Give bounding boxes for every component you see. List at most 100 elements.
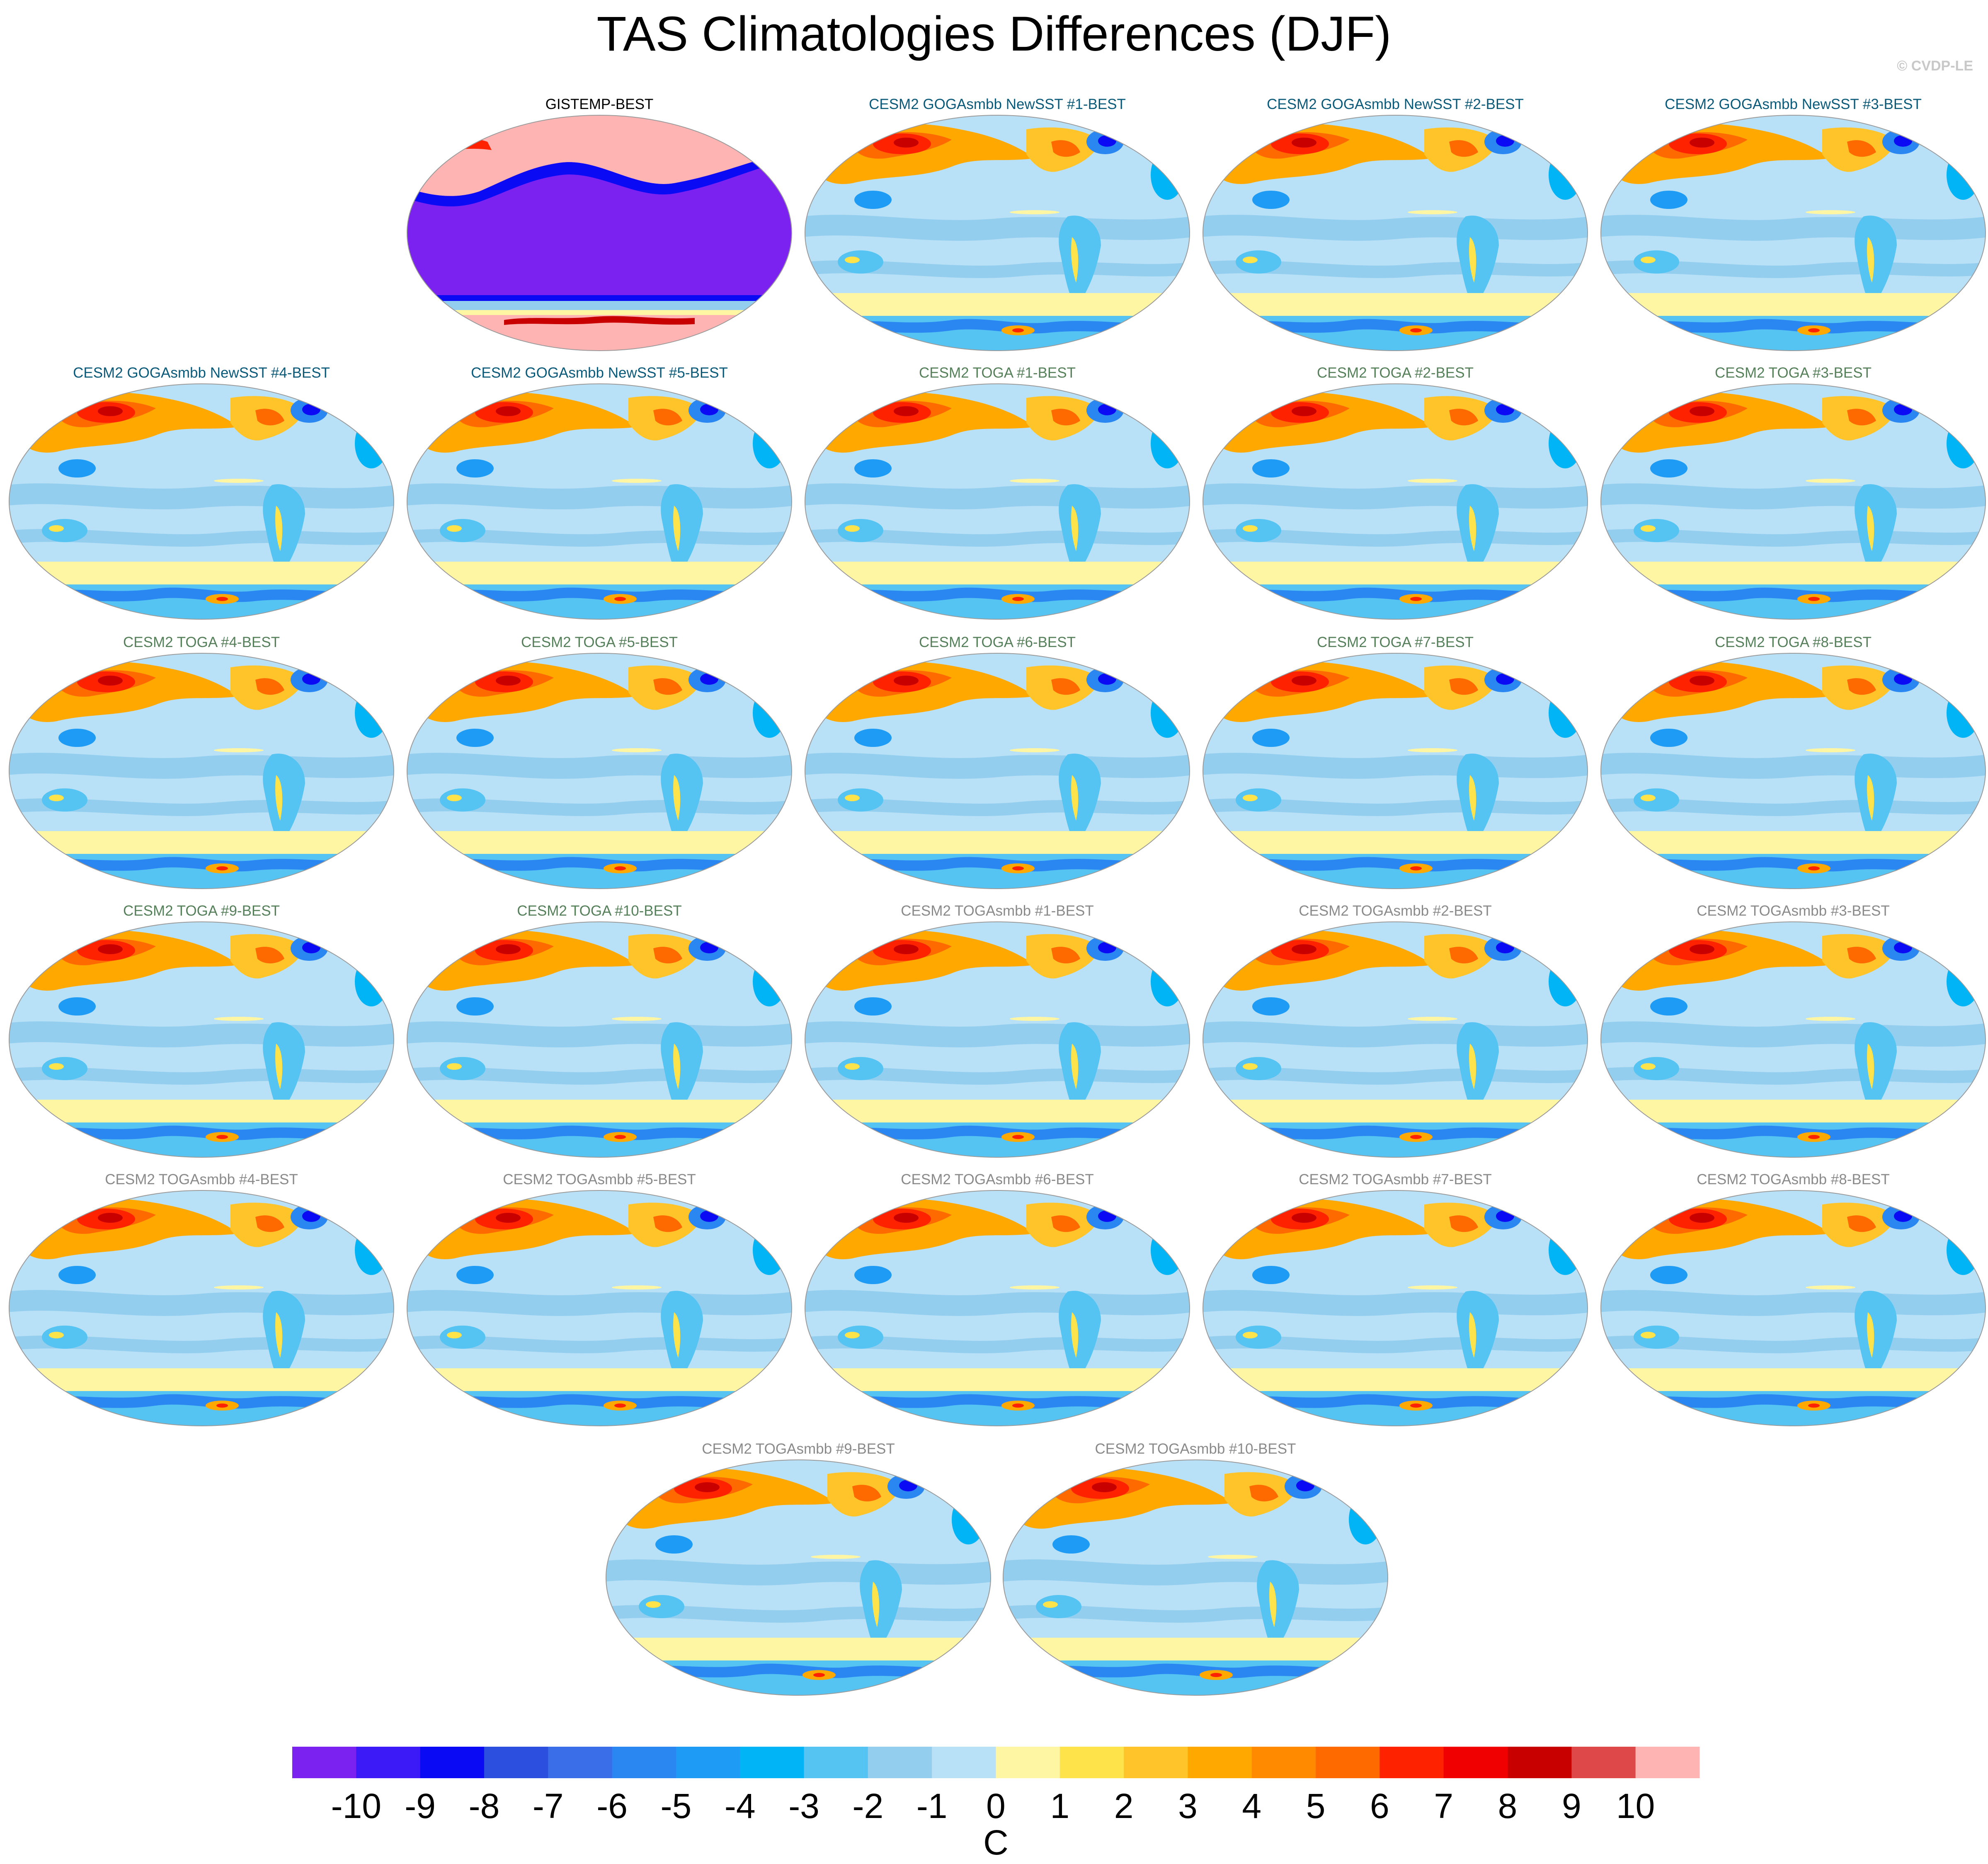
colorbar-tick-label: 9 <box>1562 1786 1581 1825</box>
panel-title: CESM2 GOGAsmbb NewSST #3-BEST <box>1665 96 1922 112</box>
panel-title: CESM2 GOGAsmbb NewSST #2-BEST <box>1267 96 1524 112</box>
panel-title: CESM2 TOGAsmbb #7-BEST <box>1299 1171 1492 1188</box>
map-panel: CESM2 TOGA #5-BEST <box>405 634 794 891</box>
world-map <box>805 653 1190 889</box>
world-map <box>805 383 1190 620</box>
colorbar-tick-label: -4 <box>725 1786 756 1825</box>
colorbar-bin <box>740 1747 805 1778</box>
colorbar-tick-label: 1 <box>1050 1786 1069 1825</box>
colorbar-bin <box>1251 1747 1316 1778</box>
colorbar-bin <box>932 1747 996 1778</box>
world-map <box>1202 383 1588 620</box>
colorbar-label: C <box>983 1823 1009 1862</box>
colorbar-bin <box>292 1747 356 1778</box>
map-panel: CESM2 TOGA #4-BEST <box>7 634 396 891</box>
map-panel: CESM2 GOGAsmbb NewSST #2-BEST <box>1200 96 1590 353</box>
colorbar-tick-label: -10 <box>331 1786 381 1825</box>
world-map <box>9 1190 394 1426</box>
map-panel: CESM2 TOGAsmbb #9-BEST <box>604 1441 993 1698</box>
world-map <box>1600 383 1986 620</box>
colorbar-tick-label: -7 <box>533 1786 564 1825</box>
map-panel: CESM2 TOGA #7-BEST <box>1200 634 1590 891</box>
map-panel: CESM2 TOGA #1-BEST <box>802 365 1192 622</box>
panel-title: CESM2 TOGA #7-BEST <box>1316 634 1474 650</box>
panel-title: CESM2 TOGAsmbb #5-BEST <box>503 1171 696 1188</box>
colorbar-bin <box>1059 1747 1124 1778</box>
world-map <box>1003 1459 1388 1696</box>
colorbar-tick-label: 6 <box>1370 1786 1389 1825</box>
colorbar-bin <box>1379 1747 1444 1778</box>
colorbar-tick-label: 8 <box>1498 1786 1518 1825</box>
colorbar-bin <box>612 1747 676 1778</box>
colorbar-bin <box>356 1747 421 1778</box>
panel-title: CESM2 GOGAsmbb NewSST #4-BEST <box>73 365 330 381</box>
colorbar-tick-label: -6 <box>596 1786 628 1825</box>
colorbar-tick-label: -5 <box>661 1786 692 1825</box>
map-panel: CESM2 GOGAsmbb NewSST #1-BEST <box>802 96 1192 353</box>
colorbar-bin <box>868 1747 932 1778</box>
colorbar-bin <box>804 1747 868 1778</box>
colorbar-bin <box>1316 1747 1380 1778</box>
world-map <box>805 115 1190 351</box>
world-map <box>1600 1190 1986 1426</box>
panel-title: CESM2 TOGA #2-BEST <box>1316 365 1474 381</box>
colorbar-bin <box>484 1747 548 1778</box>
panel-title: CESM2 TOGAsmbb #1-BEST <box>901 903 1094 919</box>
map-panel: CESM2 TOGAsmbb #1-BEST <box>802 903 1192 1160</box>
colorbar-tick-label: 2 <box>1114 1786 1134 1825</box>
colorbar-tick-label: -8 <box>469 1786 500 1825</box>
panel-title: CESM2 TOGAsmbb #8-BEST <box>1697 1171 1890 1188</box>
panel-title: CESM2 TOGAsmbb #6-BEST <box>901 1171 1094 1188</box>
world-map <box>407 653 792 889</box>
panel-title: CESM2 TOGA #9-BEST <box>123 903 280 919</box>
colorbar-bin <box>1124 1747 1188 1778</box>
panel-title: CESM2 TOGA #10-BEST <box>517 903 682 919</box>
colorbar-bin <box>1571 1747 1636 1778</box>
map-panel: CESM2 GOGAsmbb NewSST #3-BEST <box>1598 96 1988 353</box>
colorbar-bin <box>548 1747 613 1778</box>
map-panel: CESM2 TOGA #2-BEST <box>1200 365 1590 622</box>
world-map <box>805 921 1190 1158</box>
colorbar-tick-label: 4 <box>1242 1786 1261 1825</box>
colorbar-bin <box>996 1747 1060 1778</box>
colorbar-bin <box>1443 1747 1508 1778</box>
colorbar-tick-label: 5 <box>1306 1786 1326 1825</box>
world-map <box>1600 921 1986 1158</box>
panel-title: CESM2 TOGAsmbb #9-BEST <box>702 1441 895 1457</box>
colorbar-bin <box>1188 1747 1252 1778</box>
map-panel: CESM2 TOGAsmbb #6-BEST <box>802 1171 1192 1428</box>
colorbar-bin <box>420 1747 485 1778</box>
world-map <box>9 383 394 620</box>
colorbar-tick-label: -1 <box>916 1786 948 1825</box>
map-panel: CESM2 GOGAsmbb NewSST #5-BEST <box>405 365 794 622</box>
map-panel: CESM2 TOGAsmbb #8-BEST <box>1598 1171 1988 1428</box>
panel-title: CESM2 TOGA #8-BEST <box>1714 634 1872 650</box>
map-panel: CESM2 TOGA #6-BEST <box>802 634 1192 891</box>
colorbar-tick-label: -2 <box>853 1786 884 1825</box>
panel-title: CESM2 TOGA #5-BEST <box>521 634 678 650</box>
panel-title: GISTEMP-BEST <box>545 96 654 112</box>
colorbar-tick-label: 10 <box>1616 1786 1655 1825</box>
map-panel: CESM2 TOGA #9-BEST <box>7 903 396 1160</box>
map-panel: CESM2 TOGAsmbb #7-BEST <box>1200 1171 1590 1428</box>
world-map <box>1202 115 1588 351</box>
world-map <box>1202 653 1588 889</box>
map-panel: GISTEMP-BEST <box>405 96 794 353</box>
panel-title: CESM2 TOGA #3-BEST <box>1714 365 1872 381</box>
panel-title: CESM2 TOGAsmbb #4-BEST <box>105 1171 298 1188</box>
colorbar-bin <box>676 1747 740 1778</box>
map-panel: CESM2 TOGA #3-BEST <box>1598 365 1988 622</box>
map-panel: CESM2 TOGA #10-BEST <box>405 903 794 1160</box>
world-map <box>9 653 394 889</box>
world-map <box>407 115 792 351</box>
world-map <box>407 921 792 1158</box>
world-map <box>1600 653 1986 889</box>
map-panel: CESM2 TOGAsmbb #4-BEST <box>7 1171 396 1428</box>
map-panel: CESM2 TOGAsmbb #10-BEST <box>1001 1441 1390 1698</box>
world-map <box>1202 921 1588 1158</box>
map-panel: CESM2 TOGAsmbb #2-BEST <box>1200 903 1590 1160</box>
panel-title: CESM2 GOGAsmbb NewSST #5-BEST <box>471 365 728 381</box>
world-map <box>805 1190 1190 1426</box>
colorbar-tick-label: 0 <box>986 1786 1006 1825</box>
world-map <box>407 1190 792 1426</box>
